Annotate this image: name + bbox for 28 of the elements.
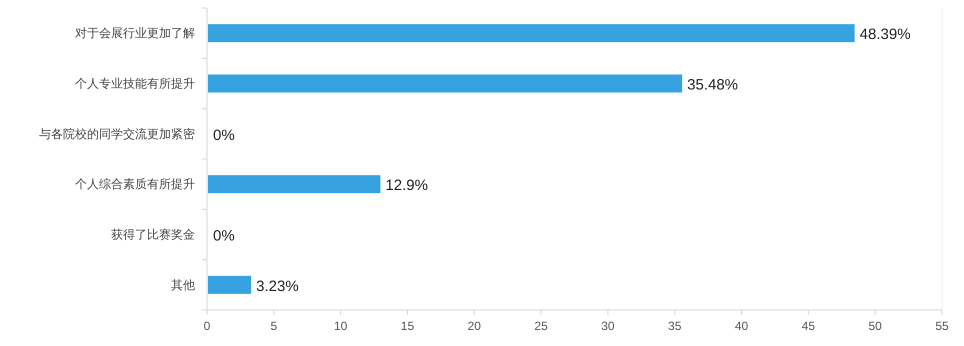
data-label: 0% [213, 228, 235, 244]
data-label: 48.39% [860, 26, 911, 44]
x-tick-label: 5 [270, 319, 278, 333]
x-tick-label: 55 [935, 319, 949, 333]
y-tick-label: 个人综合素质有所提升 [75, 177, 195, 192]
x-tick-label: 20 [468, 319, 482, 333]
bar [208, 74, 682, 92]
data-label: 3.23% [256, 278, 299, 295]
bar [208, 276, 252, 294]
x-tick-label: 10 [334, 319, 348, 333]
y-tick-label: 其他 [171, 278, 195, 292]
x-tick-label: 0 [204, 319, 211, 333]
bar [208, 175, 380, 194]
x-tick-label: 50 [868, 319, 882, 333]
bar [208, 24, 855, 42]
y-tick-label: 与各院校的同学交流更加紧密 [39, 126, 195, 141]
data-label: 35.48% [687, 76, 738, 94]
y-tick-label: 对于会展行业更加了解 [75, 26, 195, 40]
y-tick-label: 获得了比赛奖金 [111, 228, 195, 242]
data-label: 0% [213, 126, 235, 144]
x-tick-label: 15 [400, 319, 414, 333]
x-tick-label: 25 [534, 319, 548, 333]
x-tick-label: 35 [668, 319, 682, 333]
x-tick-label: 30 [601, 319, 615, 333]
x-tick-label: 40 [734, 319, 749, 333]
data-label: 12.9% [385, 177, 428, 194]
y-tick-label: 个人专业技能有所提升 [75, 76, 195, 90]
x-tick-label: 45 [802, 319, 816, 333]
